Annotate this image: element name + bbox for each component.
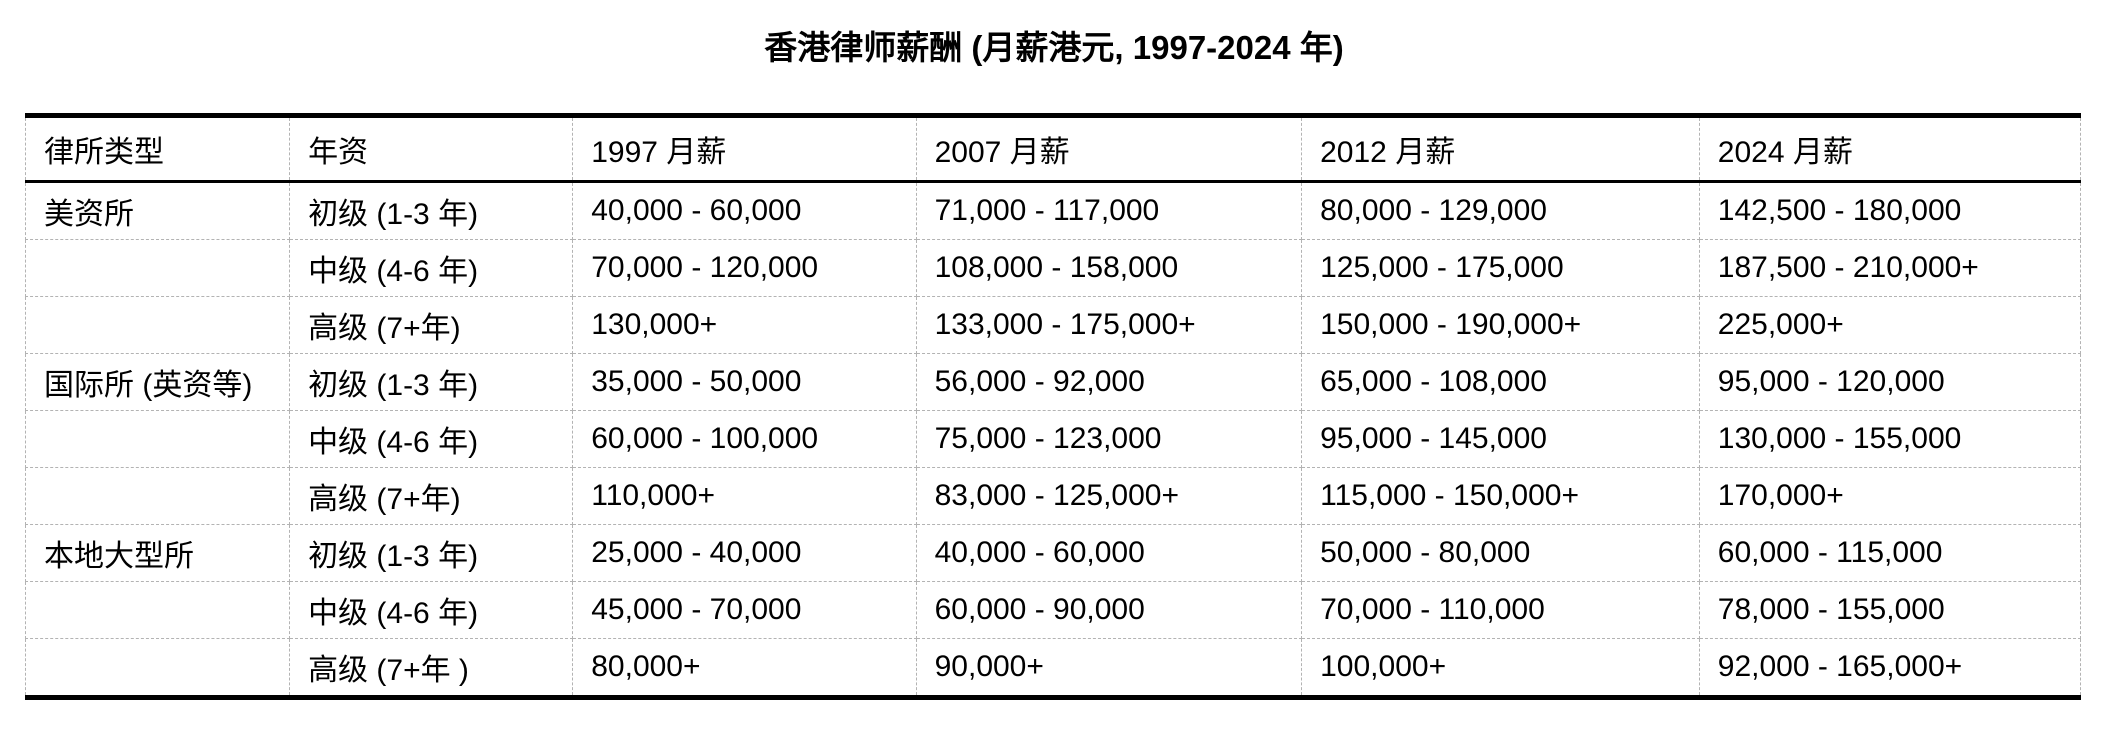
cell-salary-2007: 83,000 - 125,000+ [915,467,1303,525]
cell-salary-2007: 60,000 - 90,000 [915,581,1303,639]
cell-salary-2007: 133,000 - 175,000+ [915,296,1303,354]
table-row: 高级 (7+年 ) 80,000+ 90,000+ 100,000+ 92,00… [24,638,2082,698]
cell-salary-2012: 80,000 - 129,000 [1301,181,1700,240]
cell-salary-1997: 70,000 - 120,000 [572,239,917,297]
table-row: 高级 (7+年) 110,000+ 83,000 - 125,000+ 115,… [24,467,2082,525]
table-row: 高级 (7+年) 130,000+ 133,000 - 175,000+ 150… [24,296,2082,354]
table-row: 国际所 (英资等) 初级 (1-3 年) 35,000 - 50,000 56,… [24,353,2082,411]
cell-salary-2012: 125,000 - 175,000 [1301,239,1700,297]
cell-salary-2007: 90,000+ [915,638,1303,698]
cell-firm-type: 美资所 [24,181,291,240]
cell-salary-2024: 92,000 - 165,000+ [1698,638,2082,698]
table-row: 美资所 初级 (1-3 年) 40,000 - 60,000 71,000 - … [24,181,2082,240]
cell-salary-2024: 225,000+ [1698,296,2082,354]
cell-seniority: 初级 (1-3 年) [289,524,574,582]
column-header-1997-salary: 1997 月薪 [572,115,917,183]
table-row: 中级 (4-6 年) 60,000 - 100,000 75,000 - 123… [24,410,2082,468]
cell-salary-2012: 150,000 - 190,000+ [1301,296,1700,354]
cell-salary-1997: 110,000+ [572,467,917,525]
cell-seniority: 初级 (1-3 年) [289,353,574,411]
cell-salary-2007: 56,000 - 92,000 [915,353,1303,411]
table-row: 本地大型所 初级 (1-3 年) 25,000 - 40,000 40,000 … [24,524,2082,582]
cell-seniority: 中级 (4-6 年) [289,581,574,639]
cell-seniority: 高级 (7+年) [289,296,574,354]
header-row: 律所类型 年资 1997 月薪 2007 月薪 2012 月薪 2024 月薪 [24,115,2082,183]
cell-salary-2012: 70,000 - 110,000 [1301,581,1700,639]
cell-salary-2007: 108,000 - 158,000 [915,239,1303,297]
cell-salary-1997: 35,000 - 50,000 [572,353,917,411]
cell-salary-2007: 40,000 - 60,000 [915,524,1303,582]
cell-salary-2007: 75,000 - 123,000 [915,410,1303,468]
cell-salary-2024: 95,000 - 120,000 [1698,353,2082,411]
cell-seniority: 中级 (4-6 年) [289,239,574,297]
cell-salary-2012: 115,000 - 150,000+ [1301,467,1700,525]
column-header-2012-salary: 2012 月薪 [1301,115,1700,183]
cell-firm-type [24,296,291,354]
cell-seniority: 高级 (7+年) [289,467,574,525]
cell-salary-2012: 65,000 - 108,000 [1301,353,1700,411]
cell-salary-2024: 170,000+ [1698,467,2082,525]
column-header-firm-type: 律所类型 [24,115,291,183]
cell-firm-type [24,239,291,297]
cell-firm-type [24,467,291,525]
cell-salary-1997: 80,000+ [572,638,917,698]
table-row: 中级 (4-6 年) 70,000 - 120,000 108,000 - 15… [24,239,2082,297]
column-header-2024-salary: 2024 月薪 [1698,115,2082,183]
cell-salary-1997: 25,000 - 40,000 [572,524,917,582]
cell-salary-2024: 60,000 - 115,000 [1698,524,2082,582]
cell-salary-1997: 130,000+ [572,296,917,354]
page: 香港律师薪酬 (月薪港元, 1997-2024 年) 律所类型 年资 1997 … [0,28,2108,754]
cell-seniority: 中级 (4-6 年) [289,410,574,468]
cell-salary-2024: 142,500 - 180,000 [1698,181,2082,240]
column-header-2007-salary: 2007 月薪 [915,115,1303,183]
cell-salary-1997: 40,000 - 60,000 [572,181,917,240]
cell-firm-type [24,410,291,468]
cell-seniority: 初级 (1-3 年) [289,181,574,240]
cell-firm-type [24,581,291,639]
page-title: 香港律师薪酬 (月薪港元, 1997-2024 年) [764,29,1344,66]
cell-salary-2012: 95,000 - 145,000 [1301,410,1700,468]
cell-salary-2007: 71,000 - 117,000 [915,181,1303,240]
cell-salary-1997: 45,000 - 70,000 [572,581,917,639]
table-row: 中级 (4-6 年) 45,000 - 70,000 60,000 - 90,0… [24,581,2082,639]
cell-salary-2012: 100,000+ [1301,638,1700,698]
cell-salary-1997: 60,000 - 100,000 [572,410,917,468]
cell-salary-2024: 187,500 - 210,000+ [1698,239,2082,297]
cell-firm-type: 国际所 (英资等) [24,353,291,411]
cell-firm-type [24,638,291,698]
cell-firm-type: 本地大型所 [24,524,291,582]
cell-salary-2024: 130,000 - 155,000 [1698,410,2082,468]
salary-table-container: 律所类型 年资 1997 月薪 2007 月薪 2012 月薪 2024 月薪 … [24,113,2082,700]
cell-salary-2012: 50,000 - 80,000 [1301,524,1700,582]
cell-salary-2024: 78,000 - 155,000 [1698,581,2082,639]
cell-seniority: 高级 (7+年 ) [289,638,574,698]
salary-table: 律所类型 年资 1997 月薪 2007 月薪 2012 月薪 2024 月薪 … [24,113,2082,700]
column-header-seniority: 年资 [289,115,574,183]
